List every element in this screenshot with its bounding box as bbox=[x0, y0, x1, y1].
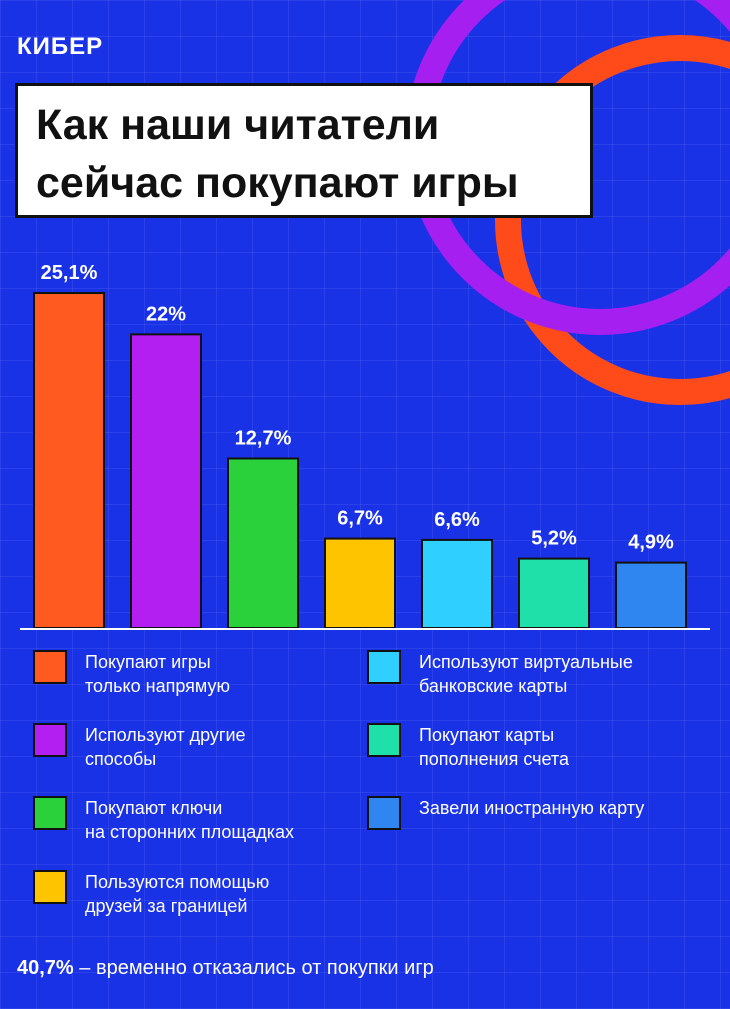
data-label-4: 6,7% bbox=[337, 508, 383, 530]
legend-swatch bbox=[33, 796, 67, 830]
data-label-3: 12,7% bbox=[235, 427, 292, 449]
data-label-2: 22% bbox=[146, 303, 186, 325]
bar-4 bbox=[324, 537, 396, 630]
legend-label: на сторонних площадках bbox=[85, 822, 295, 842]
bar-2 bbox=[130, 333, 202, 629]
bar-1 bbox=[33, 292, 105, 629]
legend-item-topup-cards: Покупают карты пополнения счета bbox=[367, 723, 569, 771]
legend-label: Пользуются помощью bbox=[85, 872, 270, 892]
legend-label: Используют виртуальные bbox=[419, 652, 633, 672]
title-box: Как наши читатели сейчас покупают игры bbox=[15, 83, 593, 218]
footer-text: – временно отказались от покупки игр bbox=[73, 957, 434, 979]
brand-logo: КИБЕР bbox=[17, 33, 104, 60]
legend-item-virtual-cards: Используют виртуальные банковские карты bbox=[367, 650, 633, 698]
legend: Покупают игры только напрямую Используют… bbox=[33, 650, 644, 918]
legend-swatch bbox=[367, 796, 401, 830]
legend-item-direct: Покупают игры только напрямую bbox=[33, 650, 230, 698]
legend-label: пополнения счета bbox=[419, 749, 569, 769]
legend-item-third-party-keys: Покупают ключи на сторонних площадках bbox=[33, 796, 294, 844]
data-label-5: 6,6% bbox=[434, 509, 480, 531]
orange-ring bbox=[495, 35, 730, 405]
bar-3 bbox=[227, 457, 299, 630]
legend-label: банковские карты bbox=[419, 676, 568, 696]
legend-label: Используют другие bbox=[85, 725, 246, 745]
page-title-line-1: Как наши читатели bbox=[36, 101, 440, 149]
page-title-line-2: сейчас покупают игры bbox=[36, 159, 519, 207]
legend-swatch bbox=[367, 723, 401, 757]
legend-swatch bbox=[33, 723, 67, 757]
legend-label: Покупают ключи bbox=[85, 798, 223, 818]
legend-swatch bbox=[33, 870, 67, 904]
data-label-7: 4,9% bbox=[628, 532, 674, 554]
bar-chart: 25,1% 22% 12,7% 6,7% 6,6% 5,2% 4,9% bbox=[20, 262, 710, 630]
legend-label: только напрямую bbox=[85, 676, 230, 696]
legend-item-other-ways: Используют другие способы bbox=[33, 723, 246, 771]
legend-label: Завели иностранную карту bbox=[419, 798, 645, 818]
legend-swatch bbox=[33, 650, 67, 684]
legend-item-friends-abroad: Пользуются помощью друзей за границей bbox=[33, 870, 269, 918]
footer-percent: 40,7% bbox=[17, 957, 74, 979]
legend-label: Покупают игры bbox=[85, 652, 211, 672]
footer-note: 40,7% – временно отказались от покупки и… bbox=[17, 957, 434, 980]
legend-label: друзей за границей bbox=[85, 896, 248, 916]
legend-item-foreign-card: Завели иностранную карту bbox=[367, 796, 644, 830]
bar-5 bbox=[421, 538, 493, 629]
legend-swatch bbox=[367, 650, 401, 684]
data-label-1: 25,1% bbox=[41, 262, 98, 284]
legend-label: Покупают карты bbox=[419, 725, 555, 745]
data-label-6: 5,2% bbox=[531, 528, 577, 550]
bar-7 bbox=[615, 561, 687, 630]
legend-label: способы bbox=[85, 749, 157, 769]
